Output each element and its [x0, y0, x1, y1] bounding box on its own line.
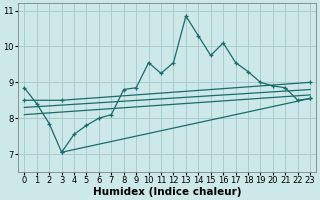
X-axis label: Humidex (Indice chaleur): Humidex (Indice chaleur): [93, 187, 242, 197]
